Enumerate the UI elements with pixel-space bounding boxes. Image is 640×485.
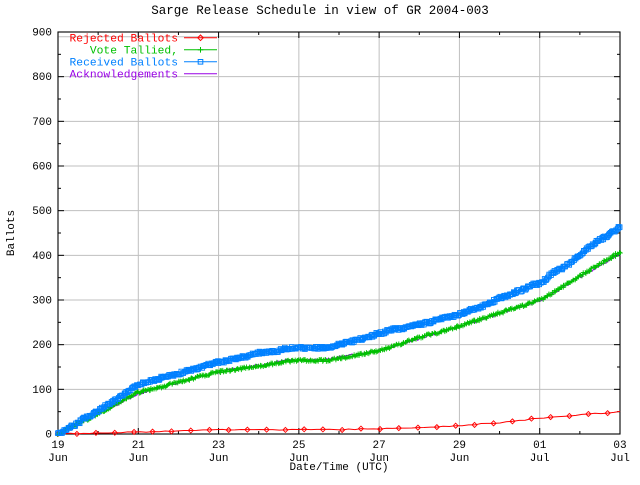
svg-text:Received Ballots: Received Ballots (70, 58, 178, 70)
svg-text:23: 23 (212, 440, 225, 452)
svg-text:01: 01 (533, 440, 547, 452)
svg-text:300: 300 (32, 296, 52, 308)
svg-text:Sarge Release Schedule in view: Sarge Release Schedule in view of GR 200… (151, 4, 489, 18)
svg-text:200: 200 (32, 340, 52, 352)
svg-text:800: 800 (32, 72, 52, 84)
svg-text:Jun: Jun (128, 453, 148, 465)
svg-text:27: 27 (373, 440, 386, 452)
svg-text:21: 21 (132, 440, 146, 452)
svg-text:Jun: Jun (450, 453, 470, 465)
svg-text:Ballots: Ballots (6, 210, 18, 256)
svg-text:29: 29 (453, 440, 466, 452)
svg-text:Rejected Ballots: Rejected Ballots (70, 34, 178, 46)
svg-text:Date/Time (UTC): Date/Time (UTC) (289, 462, 388, 474)
svg-text:Jun: Jun (209, 453, 229, 465)
svg-text:900: 900 (32, 28, 52, 40)
svg-text:Jul: Jul (610, 453, 630, 465)
svg-text:19: 19 (51, 440, 64, 452)
svg-text:400: 400 (32, 251, 52, 263)
svg-text:03: 03 (613, 440, 626, 452)
svg-text:600: 600 (32, 162, 52, 174)
svg-text:Vote Tallied,: Vote Tallied, (90, 46, 178, 58)
svg-text:100: 100 (32, 385, 52, 397)
svg-text:700: 700 (32, 117, 52, 129)
svg-text:Jun: Jun (48, 453, 68, 465)
svg-text:Jul: Jul (530, 453, 550, 465)
svg-text:500: 500 (32, 206, 52, 218)
svg-text:25: 25 (292, 440, 305, 452)
svg-text:Acknowledgements: Acknowledgements (70, 70, 178, 82)
